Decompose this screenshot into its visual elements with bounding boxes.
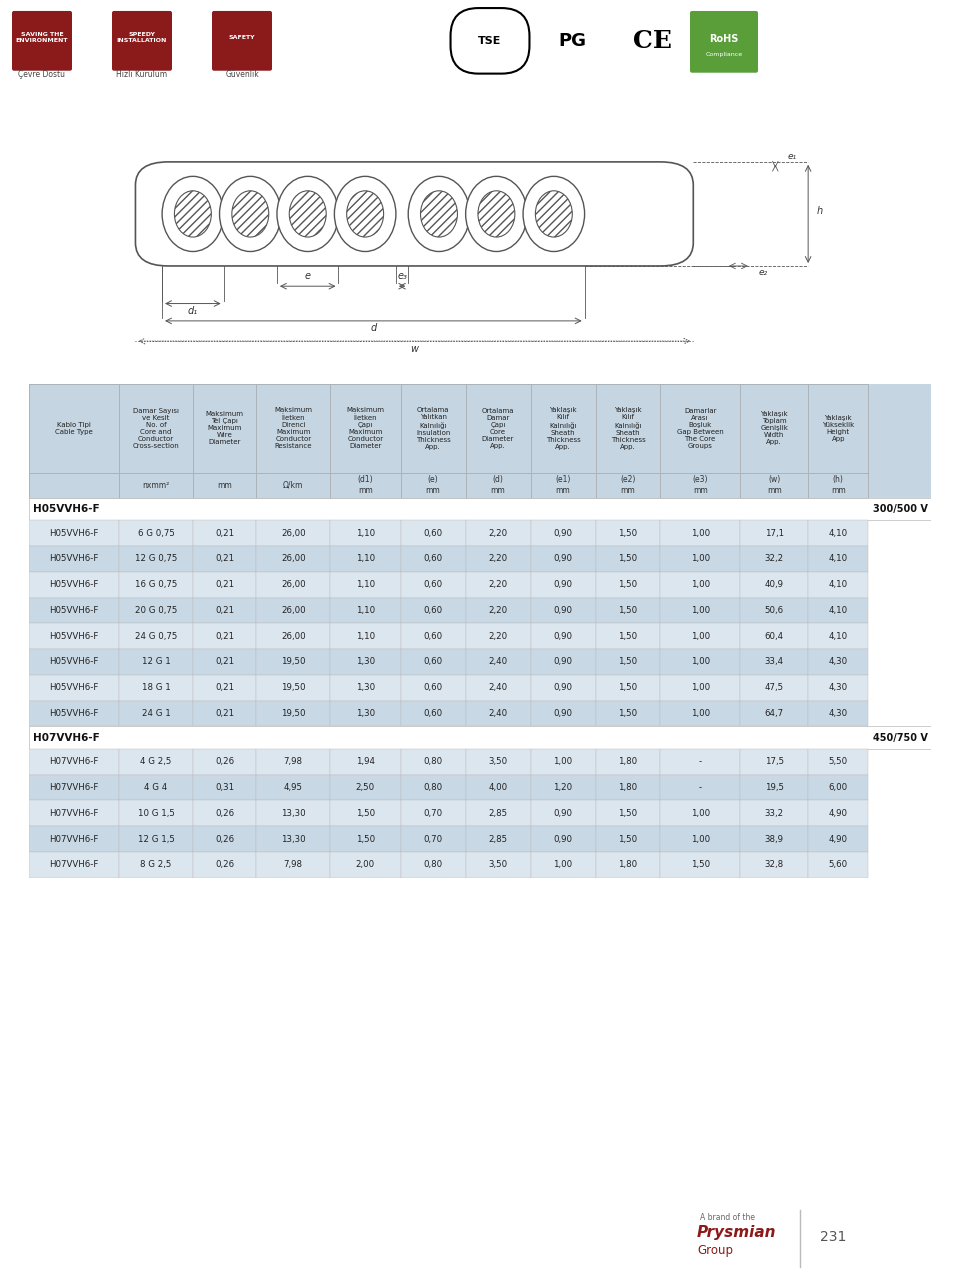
Bar xyxy=(531,649,595,675)
Bar xyxy=(119,827,193,852)
Ellipse shape xyxy=(162,177,224,252)
Bar xyxy=(29,675,119,701)
Bar xyxy=(400,473,466,497)
Ellipse shape xyxy=(232,191,269,237)
Text: 0,80: 0,80 xyxy=(423,757,443,766)
Bar xyxy=(29,572,119,598)
Bar xyxy=(119,701,193,726)
Bar xyxy=(660,800,740,827)
Bar xyxy=(595,572,660,598)
Text: 0,90: 0,90 xyxy=(554,605,572,614)
Text: 1,10: 1,10 xyxy=(356,605,375,614)
Text: 1,00: 1,00 xyxy=(690,605,709,614)
Text: / Technical Features: / Technical Features xyxy=(168,95,304,109)
Bar xyxy=(660,649,740,675)
Bar xyxy=(400,800,466,827)
Text: 4,10: 4,10 xyxy=(828,555,848,563)
FancyBboxPatch shape xyxy=(112,11,172,71)
Bar xyxy=(256,749,330,775)
Bar xyxy=(595,598,660,623)
Bar xyxy=(660,775,740,800)
Bar xyxy=(29,649,119,675)
Bar xyxy=(256,546,330,572)
Text: d: d xyxy=(371,323,376,333)
Bar xyxy=(808,598,868,623)
Text: H05VVH6-F: H05VVH6-F xyxy=(49,580,99,589)
Text: H07VVH6-F: H07VVH6-F xyxy=(49,757,99,766)
Bar xyxy=(29,520,119,546)
Bar xyxy=(595,800,660,827)
Bar xyxy=(660,384,740,473)
Bar xyxy=(400,775,466,800)
Bar xyxy=(330,546,400,572)
Bar xyxy=(193,572,256,598)
Text: 2,20: 2,20 xyxy=(489,555,508,563)
Bar xyxy=(466,800,531,827)
Bar xyxy=(808,572,868,598)
Bar xyxy=(330,473,400,497)
Bar xyxy=(193,598,256,623)
Text: 4,30: 4,30 xyxy=(828,683,848,692)
Bar xyxy=(531,675,595,701)
Ellipse shape xyxy=(420,191,457,237)
Bar xyxy=(400,384,466,473)
Text: 17,1: 17,1 xyxy=(764,529,783,538)
Text: 1,50: 1,50 xyxy=(618,605,637,614)
Text: 0,21: 0,21 xyxy=(215,709,234,717)
Bar xyxy=(531,775,595,800)
Bar xyxy=(193,827,256,852)
Text: (h)
mm: (h) mm xyxy=(830,476,846,495)
Bar xyxy=(119,598,193,623)
Text: 1,30: 1,30 xyxy=(356,683,375,692)
Bar xyxy=(740,572,808,598)
Bar xyxy=(740,520,808,546)
Bar xyxy=(808,701,868,726)
Bar xyxy=(660,749,740,775)
Bar xyxy=(330,775,400,800)
Bar xyxy=(400,520,466,546)
Bar xyxy=(595,852,660,878)
Ellipse shape xyxy=(536,191,572,237)
Bar xyxy=(29,775,119,800)
Bar xyxy=(330,852,400,878)
Bar xyxy=(330,598,400,623)
Bar xyxy=(400,749,466,775)
Bar xyxy=(29,384,119,473)
Bar xyxy=(400,649,466,675)
Text: 2,20: 2,20 xyxy=(489,632,508,641)
Text: Compliance: Compliance xyxy=(706,52,743,57)
Text: (e1)
mm: (e1) mm xyxy=(555,476,570,495)
Text: 5,50: 5,50 xyxy=(828,757,848,766)
Bar xyxy=(330,473,400,497)
Bar xyxy=(330,649,400,675)
Bar xyxy=(808,749,868,775)
Bar xyxy=(400,649,466,675)
Bar xyxy=(660,520,740,546)
Bar xyxy=(660,572,740,598)
Text: Güvenlik: Güvenlik xyxy=(226,70,259,79)
Bar xyxy=(29,749,119,775)
Text: 6,00: 6,00 xyxy=(828,784,848,792)
Bar xyxy=(193,598,256,623)
Bar xyxy=(808,827,868,852)
Bar xyxy=(740,827,808,852)
Bar xyxy=(193,775,256,800)
Bar xyxy=(808,384,868,473)
Text: Kablo Tipi
Cable Type: Kablo Tipi Cable Type xyxy=(55,422,93,435)
Bar xyxy=(400,827,466,852)
Bar xyxy=(531,572,595,598)
Text: 12 G 0,75: 12 G 0,75 xyxy=(134,555,178,563)
Text: 0,60: 0,60 xyxy=(423,658,443,667)
Bar xyxy=(660,675,740,701)
Bar xyxy=(740,852,808,878)
Text: H05VVH6-F: H05VVH6-F xyxy=(49,529,99,538)
Bar xyxy=(29,852,119,878)
Bar xyxy=(466,384,531,473)
Bar xyxy=(531,623,595,649)
Bar xyxy=(256,852,330,878)
Bar xyxy=(400,572,466,598)
Bar xyxy=(193,852,256,878)
Bar xyxy=(330,827,400,852)
Bar xyxy=(595,598,660,623)
Bar xyxy=(531,520,595,546)
